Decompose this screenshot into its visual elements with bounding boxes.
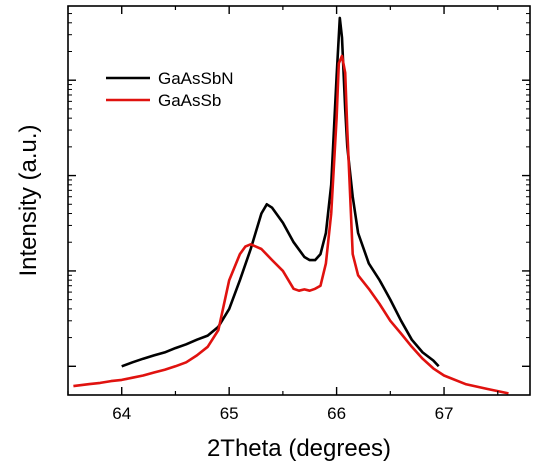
- plot-frame: [67, 5, 531, 396]
- x-tick-label: 66: [327, 404, 346, 423]
- y-axis-title: Intensity (a.u.): [15, 124, 42, 276]
- x-tick-label: 65: [220, 404, 239, 423]
- x-axis-title: 2Theta (degrees): [207, 435, 391, 462]
- legend-label: GaAsSbN: [158, 69, 234, 88]
- x-tick-label: 64: [112, 404, 131, 423]
- legend-label: GaAsSb: [158, 91, 221, 110]
- x-tick-label: 67: [435, 404, 454, 423]
- series-line-gaassbn: [121, 16, 440, 368]
- series-line-gaassb: [73, 54, 509, 395]
